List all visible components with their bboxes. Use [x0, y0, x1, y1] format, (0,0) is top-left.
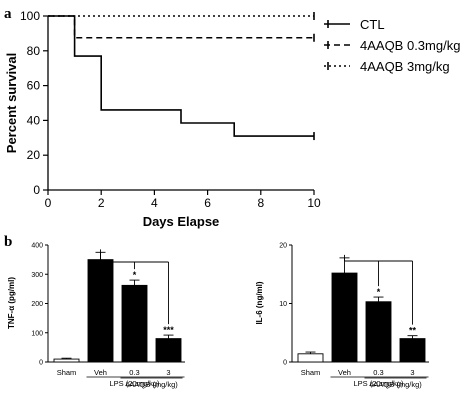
il6-chart: IL-6 (ng/ml) 0 10 20 Sham Veh * 0.3 ** 3 4AAQB (mg… — [255, 243, 429, 389]
panel-b-letter: b — [4, 234, 12, 250]
survival-x-tick-label: 0 — [45, 196, 52, 210]
survival-x-tick-label: 2 — [98, 196, 105, 210]
bar-category-label: 3 — [410, 368, 414, 377]
panel-a-letter: a — [4, 6, 12, 22]
survival-x-tick-label: 10 — [307, 196, 321, 210]
survival-x-tick-label: 4 — [151, 196, 158, 210]
survival-y-tick-label: 60 — [27, 79, 41, 93]
significance-marker: * — [133, 270, 137, 280]
survival-series-1 — [48, 15, 314, 39]
legend-label-1: 4AAQB 0.3mg/kg — [360, 38, 460, 53]
bar-y-tick-label: 300 — [31, 272, 43, 279]
survival-x-tick-label: 6 — [204, 196, 211, 210]
bar-y-tick-label: 0 — [283, 360, 287, 367]
group-label: 4AAQB (mg/kg) — [125, 380, 178, 389]
lps-label: LPS (20mg/kg) — [109, 379, 160, 388]
group-label: 4AAQB (mg/kg) — [369, 380, 422, 389]
bar-y-tick-label: 200 — [31, 301, 43, 308]
bar-category-label: 3 — [166, 368, 170, 377]
bar-category-label: 0.3 — [373, 368, 383, 377]
bar-y-tick-label: 400 — [31, 243, 43, 250]
bar — [365, 301, 392, 363]
legend-label-0: CTL — [360, 17, 385, 32]
survival-y-tick-label: 100 — [20, 9, 40, 23]
survival-y-tick-label: 80 — [27, 44, 41, 58]
bar-y-tick-label: 20 — [279, 243, 287, 250]
survival-legend: CTL 4AAQB 0.3mg/kg 4AAQB 3mg/kg — [324, 17, 460, 74]
bar — [399, 338, 426, 363]
survival-y-tick-label: 20 — [27, 148, 41, 162]
significance-marker: ** — [409, 326, 417, 336]
bar-category-label: Sham — [301, 368, 321, 377]
significance-marker: * — [377, 287, 381, 297]
bar-category-label: Sham — [57, 368, 77, 377]
bar-ylabel: TNF-α (pg/ml) — [7, 277, 16, 329]
survival-series — [48, 12, 315, 141]
survival-x-tick-label: 8 — [257, 196, 264, 210]
bar-y-tick-label: 0 — [39, 360, 43, 367]
survival-xlabel: Days Elapse — [143, 214, 220, 229]
survival-y-tick-label: 40 — [27, 113, 41, 127]
bar — [121, 284, 148, 363]
bar-category-label: Veh — [94, 368, 107, 377]
bar-category-label: Veh — [338, 368, 351, 377]
bar — [87, 259, 114, 363]
bar-y-tick-label: 100 — [31, 330, 43, 337]
bar-y-tick-label: 10 — [279, 301, 287, 308]
legend-label-2: 4AAQB 3mg/kg — [360, 59, 450, 74]
tnf-alpha-chart: TNF-α (pg/ml) 0 100 200 300 400 Sham Veh * 0.3 ***… — [7, 243, 185, 389]
significance-marker: *** — [163, 325, 174, 335]
survival-axes — [47, 16, 314, 191]
survival-y-tick-label: 0 — [33, 183, 40, 197]
bar — [331, 272, 358, 363]
bar-ylabel: IL-6 (ng/ml) — [255, 281, 264, 324]
lps-label: LPS (20mg/kg) — [353, 379, 404, 388]
bar — [53, 358, 80, 363]
bar-category-label: 0.3 — [129, 368, 139, 377]
survival-series-0 — [48, 15, 314, 137]
survival-ylabel: Percent survival — [4, 53, 19, 153]
bar — [297, 353, 324, 363]
bar — [155, 338, 182, 363]
